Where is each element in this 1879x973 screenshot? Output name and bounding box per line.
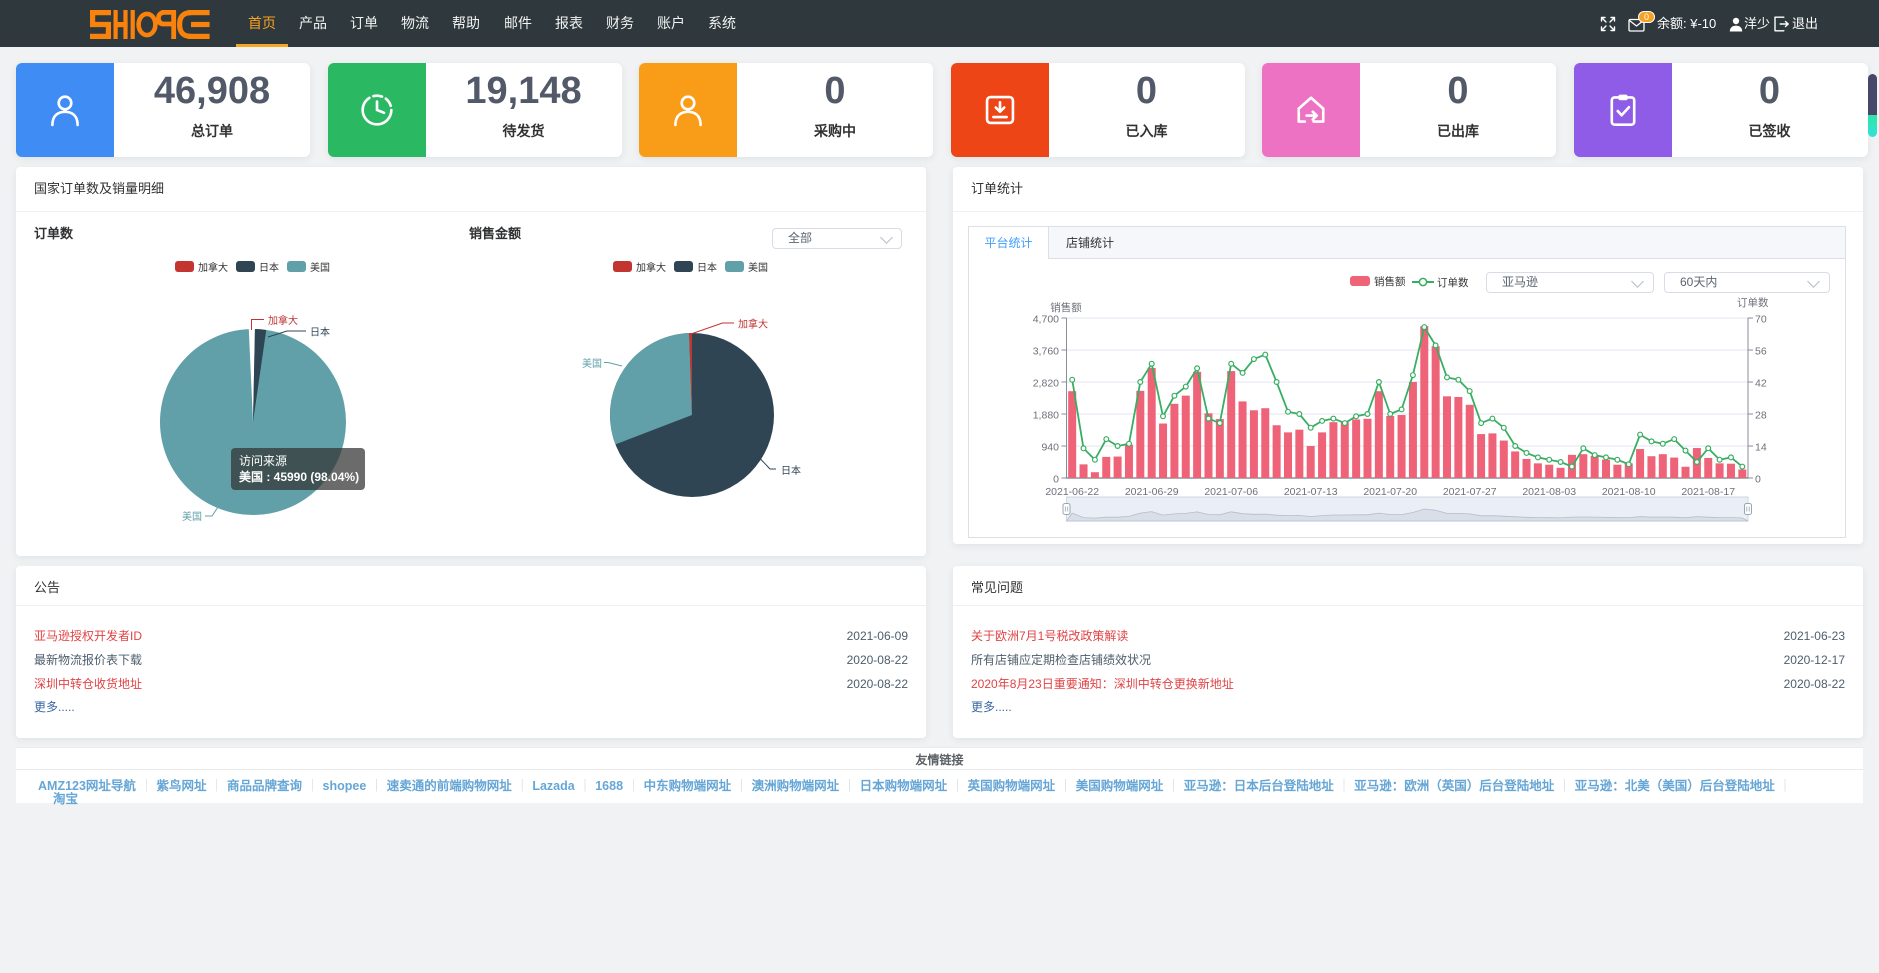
svg-text:美国: 美国	[582, 357, 602, 370]
svg-text:销售额: 销售额	[1050, 301, 1082, 314]
svg-text:0: 0	[1755, 474, 1761, 486]
svg-text:日本: 日本	[310, 326, 330, 339]
svg-text:3,760: 3,760	[1033, 346, 1059, 358]
svg-text:2021-08-17: 2021-08-17	[1681, 486, 1735, 498]
svg-text:14: 14	[1755, 442, 1767, 454]
svg-text:2021-07-13: 2021-07-13	[1284, 486, 1338, 498]
svg-text:0: 0	[1053, 474, 1059, 486]
svg-text:美国: 美国	[182, 510, 202, 523]
svg-text:2021-08-10: 2021-08-10	[1602, 486, 1656, 498]
svg-text:2021-07-20: 2021-07-20	[1363, 486, 1417, 498]
svg-text:订单数: 订单数	[1737, 296, 1769, 309]
svg-text:2021-08-03: 2021-08-03	[1522, 486, 1576, 498]
svg-text:2021-06-22: 2021-06-22	[1045, 486, 1099, 498]
svg-text:28: 28	[1755, 410, 1767, 422]
svg-text:42: 42	[1755, 378, 1767, 390]
svg-text:1,880: 1,880	[1033, 410, 1059, 422]
svg-text:加拿大: 加拿大	[738, 318, 768, 331]
svg-text:4,700: 4,700	[1033, 314, 1059, 326]
svg-text:2021-07-06: 2021-07-06	[1204, 486, 1258, 498]
svg-text:日本: 日本	[781, 464, 801, 477]
svg-text:2021-07-27: 2021-07-27	[1443, 486, 1497, 498]
svg-text:940: 940	[1041, 442, 1059, 454]
svg-text:70: 70	[1755, 314, 1767, 326]
svg-text:2,820: 2,820	[1033, 378, 1059, 390]
svg-text:2021-06-29: 2021-06-29	[1125, 486, 1179, 498]
svg-text:加拿大: 加拿大	[268, 314, 298, 327]
svg-text:56: 56	[1755, 346, 1767, 358]
